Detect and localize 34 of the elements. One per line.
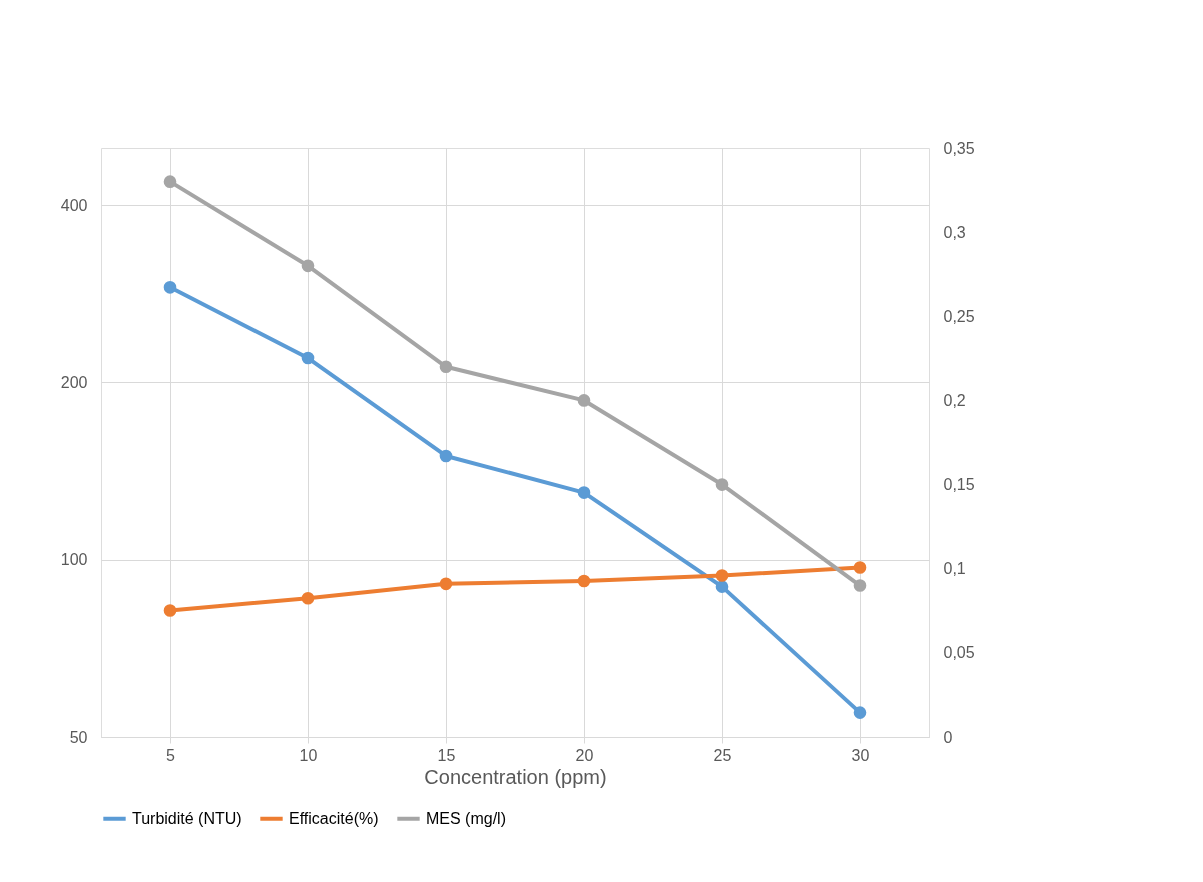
point — [715, 569, 729, 582]
x-axis-title: Concentration (ppm) — [424, 765, 607, 788]
y2-tick-label: 0,15 — [943, 476, 975, 494]
y2-tick-label: 0,1 — [943, 560, 966, 578]
x-tick-label: 20 — [575, 746, 594, 764]
y-tick-label: 100 — [60, 551, 88, 569]
y-tick-label: 400 — [60, 196, 88, 214]
point — [853, 706, 867, 719]
point — [163, 281, 177, 294]
y2-tick-label: 0,35 — [943, 139, 975, 157]
point — [853, 561, 867, 574]
point — [301, 351, 315, 365]
y-tick-label: 50 — [69, 728, 88, 746]
y2-tick-label: 0,3 — [943, 223, 966, 241]
y2-tick-label: 0,05 — [943, 644, 975, 662]
point — [439, 449, 453, 463]
point — [439, 577, 453, 591]
y2-tick-label: 0 — [943, 728, 953, 746]
x-tick-label: 5 — [166, 746, 176, 764]
legend-label: Efficacité(%) — [289, 809, 379, 827]
point — [301, 591, 315, 605]
point — [577, 574, 591, 588]
x-tick-label: 10 — [299, 746, 318, 764]
point — [577, 486, 591, 499]
point — [163, 604, 177, 617]
legend-label: Turbidité (NTU) — [132, 809, 242, 827]
x-tick-label: 30 — [851, 746, 870, 764]
point — [715, 580, 729, 593]
y2-tick-label: 0,2 — [943, 391, 966, 409]
x-tick-label: 25 — [713, 746, 732, 764]
legend-label: MES (mg/l) — [426, 809, 506, 827]
x-tick-label: 15 — [437, 746, 456, 764]
y2-tick-label: 0,25 — [943, 307, 975, 325]
y-tick-label: 200 — [60, 373, 88, 391]
